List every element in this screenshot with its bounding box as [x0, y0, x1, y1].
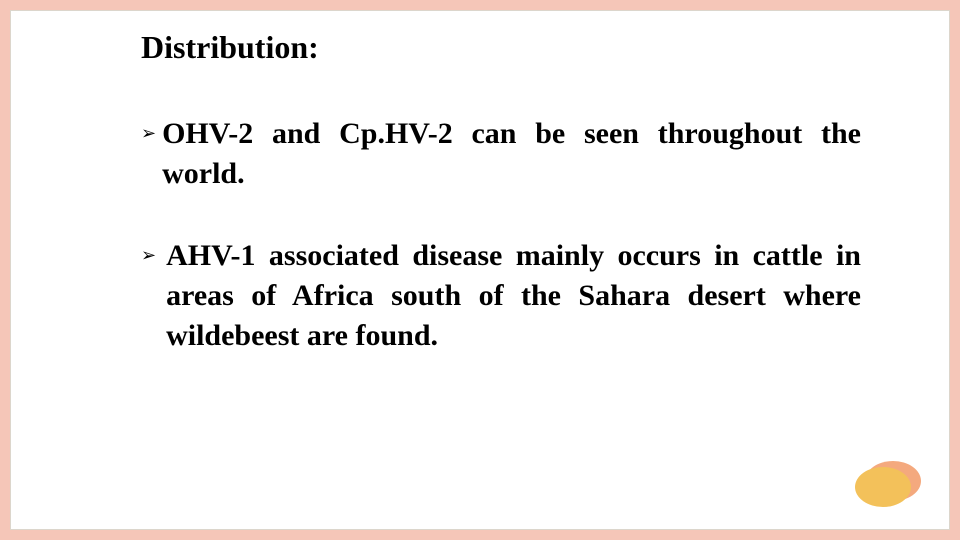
- bullet-item: ➢ OHV-2 and Cp.HV-2 can be seen througho…: [141, 114, 861, 194]
- slide-card: Distribution: ➢ OHV-2 and Cp.HV-2 can be…: [10, 10, 950, 530]
- bullet-text: AHV-1 associated disease mainly occurs i…: [166, 236, 861, 356]
- chevron-right-icon: ➢: [141, 114, 156, 152]
- chevron-right-icon: ➢: [141, 236, 156, 274]
- corner-decoration: [857, 459, 921, 507]
- bullet-item: ➢ AHV-1 associated disease mainly occurs…: [141, 236, 861, 356]
- slide-content: Distribution: ➢ OHV-2 and Cp.HV-2 can be…: [141, 29, 861, 398]
- bullet-text: OHV-2 and Cp.HV-2 can be seen throughout…: [162, 114, 861, 194]
- slide-heading: Distribution:: [141, 29, 861, 66]
- ellipse-front-icon: [855, 467, 911, 507]
